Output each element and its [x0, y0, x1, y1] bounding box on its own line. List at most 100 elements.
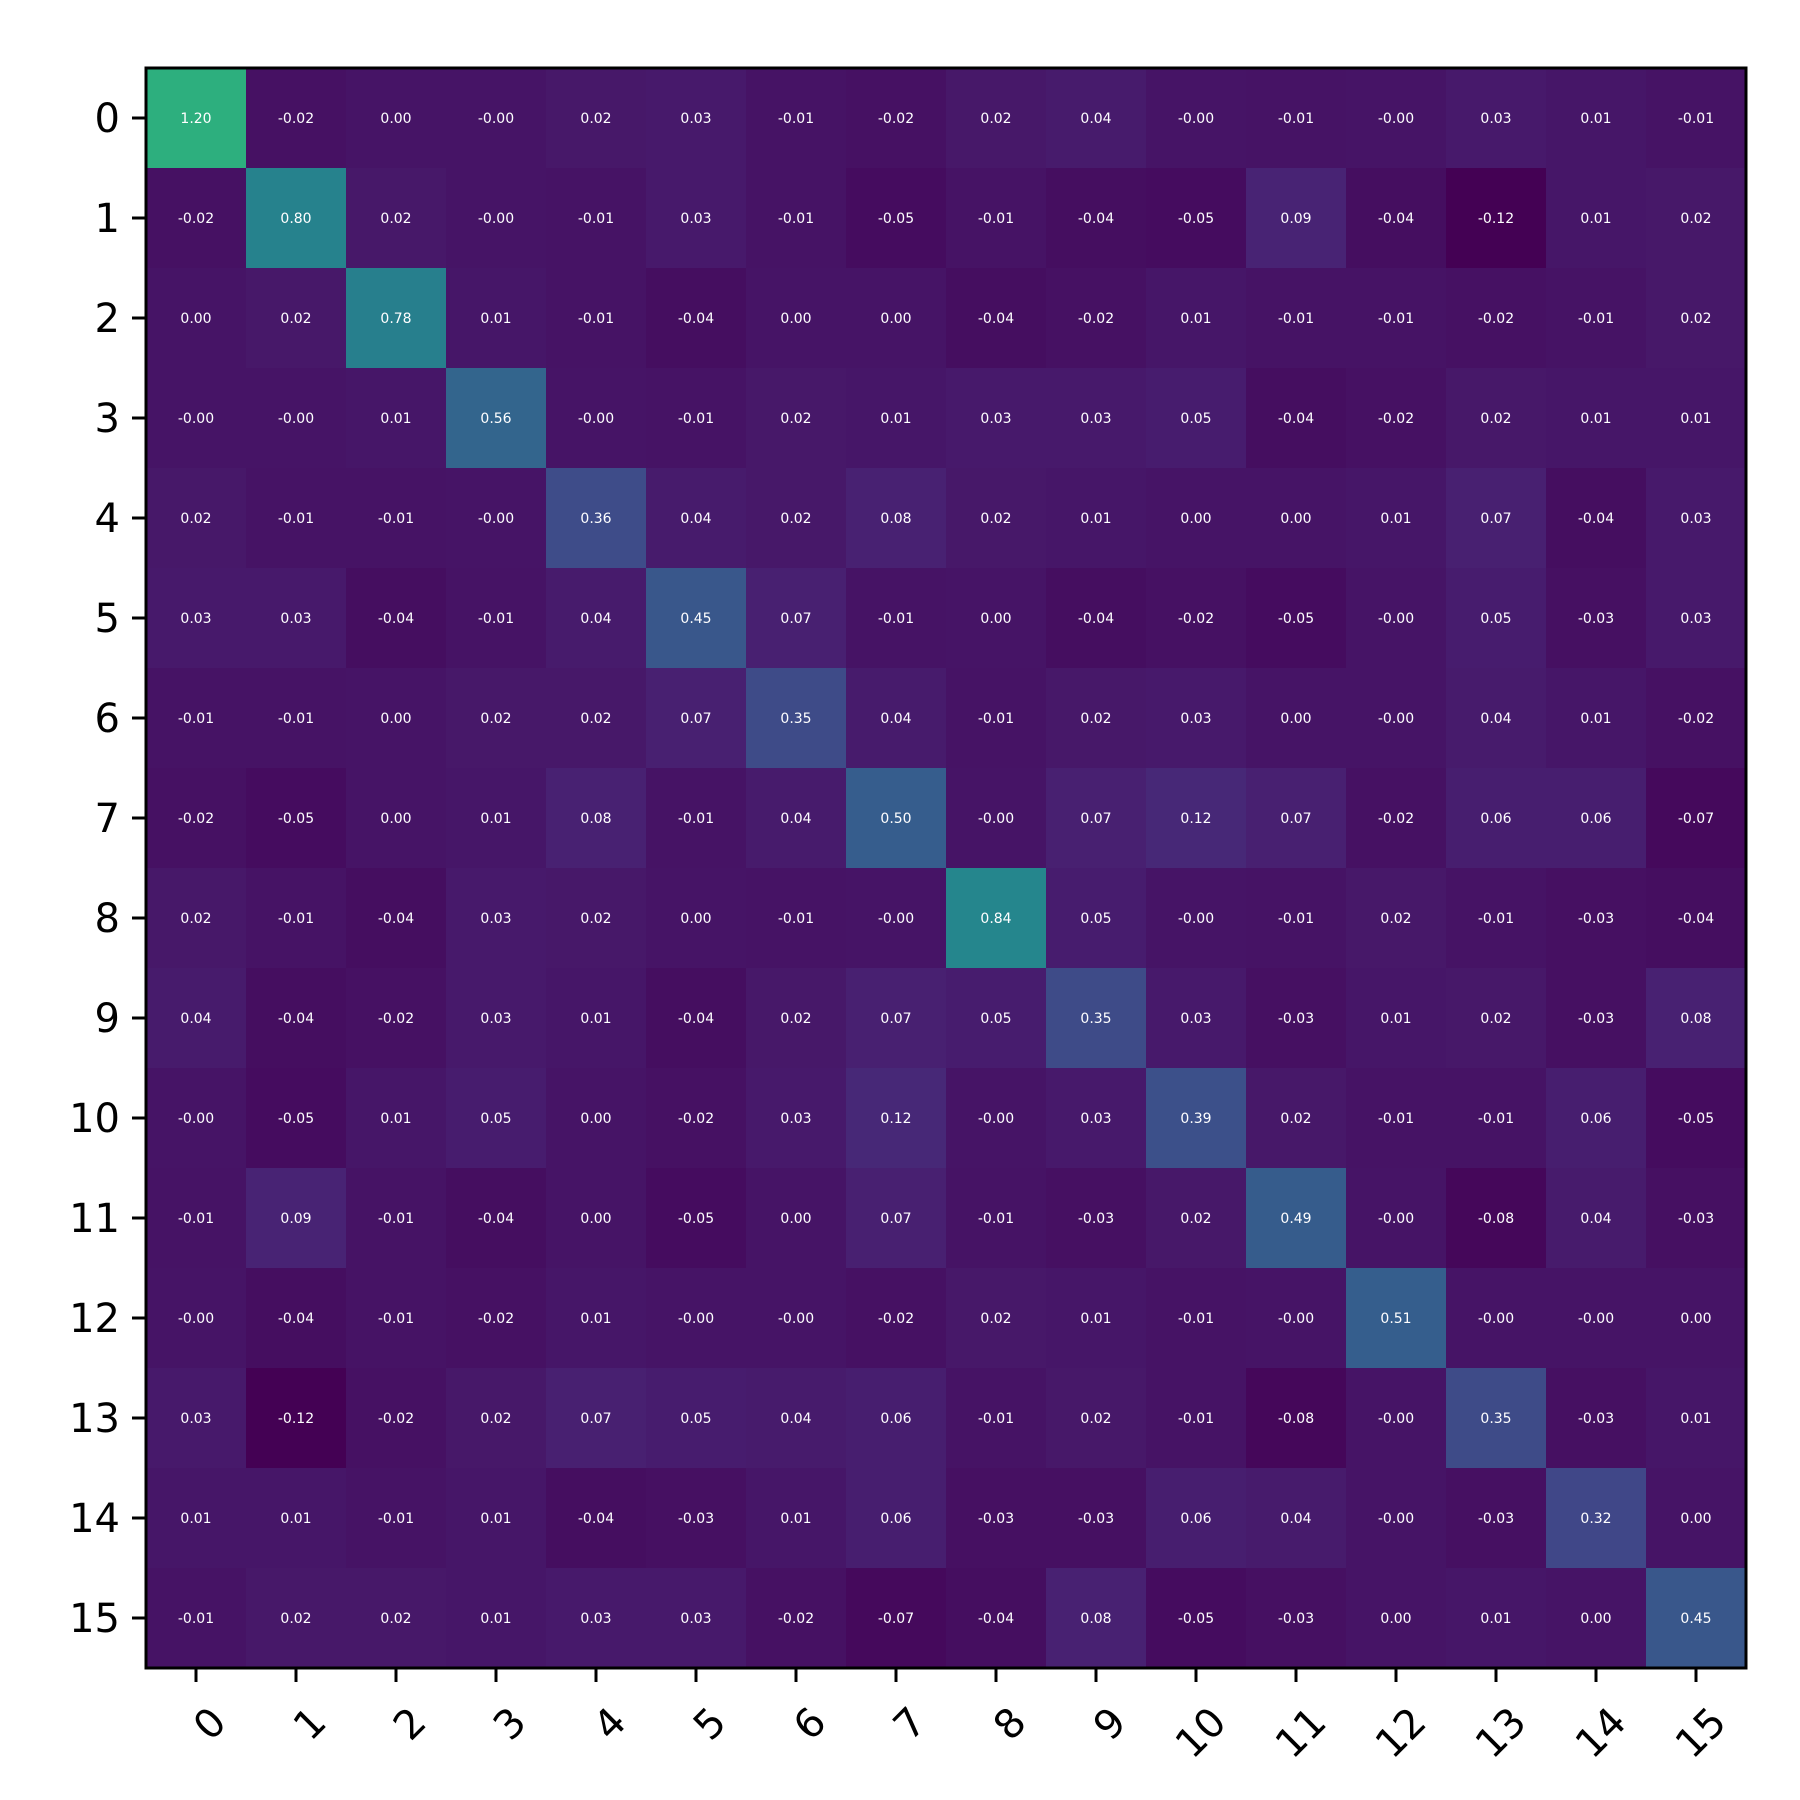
heatmap-cell-11-5: [646, 1168, 747, 1269]
y-tick-label-0: 0: [95, 96, 120, 142]
cell-value-label-1-15: 0.02: [1680, 211, 1711, 227]
cell-value-label-15-13: 0.01: [1480, 1611, 1511, 1627]
cell-value-label-15-3: 0.01: [480, 1611, 511, 1627]
x-tick-label-0: 0: [185, 1699, 236, 1750]
cell-value-label-6-8: -0.01: [978, 711, 1014, 727]
heatmap-cell-10-0: [146, 1068, 247, 1169]
cell-value-label-8-0: 0.02: [180, 911, 211, 927]
heatmap-cell-0-3: [446, 68, 547, 169]
cell-value-label-13-6: 0.04: [780, 1411, 811, 1427]
x-tick-label-12: 12: [1367, 1699, 1436, 1768]
cell-value-label-6-14: 0.01: [1580, 711, 1611, 727]
heatmap-cell-14-3: [446, 1468, 547, 1569]
cell-value-label-15-6: -0.02: [778, 1611, 814, 1627]
y-tick-label-13: 13: [69, 1396, 120, 1442]
heatmap-cell-2-13: [1446, 268, 1547, 369]
cell-value-label-7-11: 0.07: [1280, 811, 1311, 827]
cell-value-label-12-7: -0.02: [878, 1311, 914, 1327]
heatmap-cell-11-14: [1546, 1168, 1647, 1269]
cell-value-label-1-12: -0.04: [1378, 211, 1414, 227]
cell-value-label-14-1: 0.01: [280, 1511, 311, 1527]
heatmap-cell-12-2: [346, 1268, 447, 1369]
cell-value-label-9-7: 0.07: [880, 1011, 911, 1027]
heatmap-cell-14-0: [146, 1468, 247, 1569]
cell-value-label-10-10: 0.39: [1180, 1111, 1211, 1127]
heatmap-cell-9-10: [1146, 968, 1247, 1069]
cell-value-label-12-3: -0.02: [478, 1311, 514, 1327]
cell-value-label-14-11: 0.04: [1280, 1511, 1311, 1527]
y-tick-label-2: 2: [95, 296, 120, 342]
cell-value-label-10-1: -0.05: [278, 1111, 314, 1127]
cell-value-label-12-8: 0.02: [980, 1311, 1011, 1327]
heatmap-cell-5-7: [846, 568, 947, 669]
heatmap-cell-10-2: [346, 1068, 447, 1169]
heatmap-cell-4-14: [1546, 468, 1647, 569]
heatmap-cell-13-14: [1546, 1368, 1647, 1469]
cell-value-label-1-14: 0.01: [1580, 211, 1611, 227]
heatmap-cell-6-0: [146, 668, 247, 769]
cell-value-label-14-2: -0.01: [378, 1511, 414, 1527]
heatmap-cell-15-7: [846, 1568, 947, 1669]
heatmap-cell-1-13: [1446, 168, 1547, 269]
heatmap-cell-2-4: [546, 268, 647, 369]
cell-value-label-13-4: 0.07: [580, 1411, 611, 1427]
cell-value-label-7-14: 0.06: [1580, 811, 1611, 827]
heatmap-cell-1-15: [1646, 168, 1747, 269]
heatmap-cell-8-9: [1046, 868, 1147, 969]
heatmap-cell-14-15: [1646, 1468, 1747, 1569]
cell-value-label-13-11: -0.08: [1278, 1411, 1314, 1427]
heatmap-cell-10-11: [1246, 1068, 1347, 1169]
heatmap-cell-8-10: [1146, 868, 1247, 969]
cell-value-label-3-15: 0.01: [1680, 411, 1711, 427]
heatmap-cell-1-4: [546, 168, 647, 269]
heatmap-cell-10-5: [646, 1068, 747, 1169]
cell-value-label-5-9: -0.04: [1078, 611, 1114, 627]
heatmap-cell-11-9: [1046, 1168, 1147, 1269]
cell-value-label-10-4: 0.00: [580, 1111, 611, 1127]
heatmap-cell-11-3: [446, 1168, 547, 1269]
cell-value-label-11-7: 0.07: [880, 1211, 911, 1227]
x-tick-label-4: 4: [585, 1699, 636, 1750]
cell-value-label-3-0: -0.00: [178, 411, 214, 427]
cell-value-label-4-9: 0.01: [1080, 511, 1111, 527]
heatmap-cell-7-10: [1146, 768, 1247, 869]
heatmap-cell-1-3: [446, 168, 547, 269]
heatmap-cells: [146, 68, 1747, 1669]
cell-value-label-15-9: 0.08: [1080, 1611, 1111, 1627]
cell-value-label-13-12: -0.00: [1378, 1411, 1414, 1427]
cell-value-label-10-12: -0.01: [1378, 1111, 1414, 1127]
cell-value-label-6-4: 0.02: [580, 711, 611, 727]
heatmap-cell-0-8: [946, 68, 1047, 169]
cell-value-label-4-11: 0.00: [1280, 511, 1311, 527]
heatmap-cell-9-1: [246, 968, 347, 1069]
heatmap-cell-13-13: [1446, 1368, 1547, 1469]
cell-value-label-10-9: 0.03: [1080, 1111, 1111, 1127]
y-tick-label-8: 8: [95, 896, 120, 942]
cell-value-label-2-4: -0.01: [578, 311, 614, 327]
heatmap-cell-12-3: [446, 1268, 547, 1369]
heatmap-cell-10-15: [1646, 1068, 1747, 1169]
heatmap-cell-13-3: [446, 1368, 547, 1469]
cell-value-label-12-14: -0.00: [1578, 1311, 1614, 1327]
cell-value-label-2-11: -0.01: [1278, 311, 1314, 327]
heatmap-cell-15-15: [1646, 1568, 1747, 1669]
cell-value-label-12-5: -0.00: [678, 1311, 714, 1327]
heatmap-cell-2-8: [946, 268, 1047, 369]
cell-value-label-5-15: 0.03: [1680, 611, 1711, 627]
heatmap-cell-3-15: [1646, 368, 1747, 469]
heatmap-cell-5-10: [1146, 568, 1247, 669]
cell-value-label-11-2: -0.01: [378, 1211, 414, 1227]
heatmap-cell-4-0: [146, 468, 247, 569]
cell-value-label-12-13: -0.00: [1478, 1311, 1514, 1327]
heatmap-cell-9-14: [1546, 968, 1647, 1069]
heatmap-cell-14-6: [746, 1468, 847, 1569]
heatmap-cell-11-8: [946, 1168, 1047, 1269]
cell-value-label-8-3: 0.03: [480, 911, 511, 927]
heatmap-cell-6-5: [646, 668, 747, 769]
heatmap-cell-8-0: [146, 868, 247, 969]
cell-value-label-14-12: -0.00: [1378, 1511, 1414, 1527]
x-tick-label-3: 3: [485, 1699, 536, 1750]
cell-value-label-10-11: 0.02: [1280, 1111, 1311, 1127]
cell-value-label-8-10: -0.00: [1178, 911, 1214, 927]
heatmap-cell-5-3: [446, 568, 547, 669]
